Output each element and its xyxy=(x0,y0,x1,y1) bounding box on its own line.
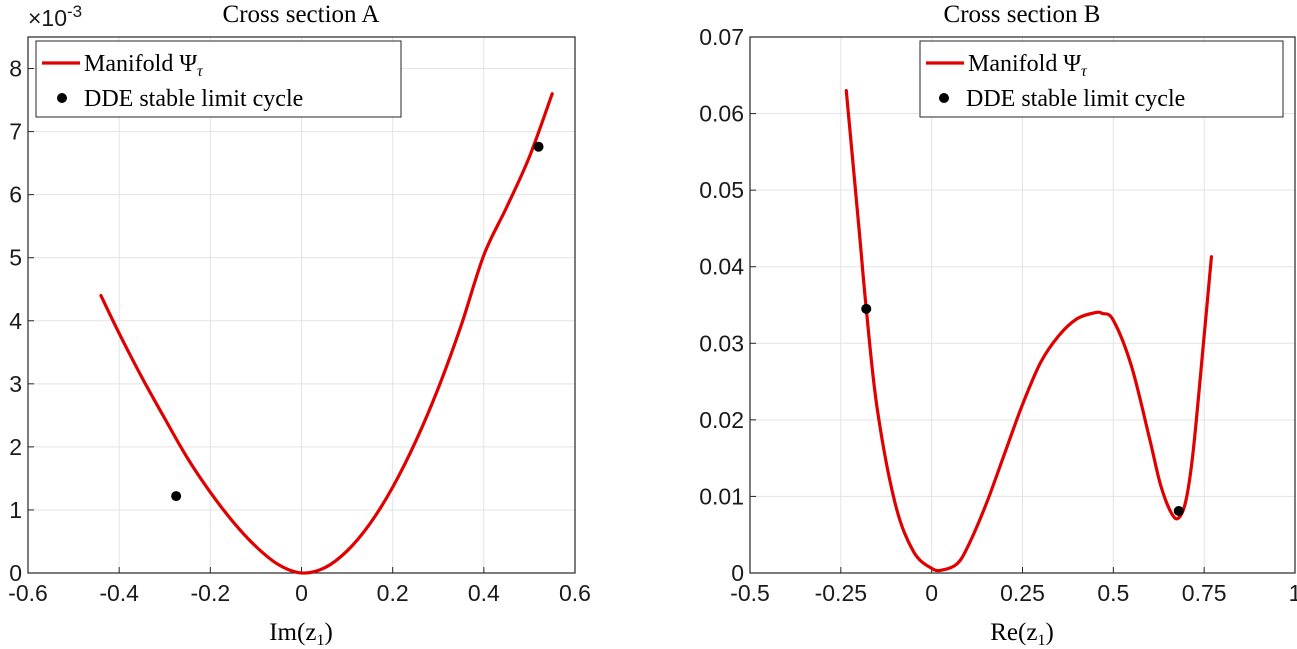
exponent-power: -3 xyxy=(67,2,82,21)
legend-box-a xyxy=(35,40,402,118)
manifold-curve-b xyxy=(844,89,1214,573)
y-tick-label: 7 xyxy=(9,119,22,145)
legend-a: Manifold Ψτ DDE stable limit cycle xyxy=(35,40,402,118)
exponent-label-a: ×10-3 xyxy=(28,2,82,31)
x-tick-label: 0 xyxy=(295,580,308,606)
y-tick-label: 5 xyxy=(9,245,22,271)
y-tick-label: 4 xyxy=(9,308,22,334)
chart-panel-b: -0.5 -0.25 0 0.25 0.5 0.75 1 0 0.01 0.02 0.03 0.04 0… xyxy=(699,1,1297,649)
y-tick-label: 0.05 xyxy=(699,177,744,203)
chart-panel-a: -0.6 -0.4 -0.2 0 0.2 0.4 0.6 0 1 2 3 4 5 6 7 8 Cross se… xyxy=(8,1,591,649)
x-tick-label: 0.2 xyxy=(377,580,409,606)
x-tick-label: -0.25 xyxy=(815,580,867,606)
x-tick-label: 0.75 xyxy=(1182,580,1227,606)
x-tick-label: 0.5 xyxy=(1097,580,1129,606)
x-tick-label: -0.6 xyxy=(8,580,48,606)
x-tick-label: 0 xyxy=(925,580,938,606)
chart-title-a: Cross section A xyxy=(223,1,380,28)
x-tick-label: 0.4 xyxy=(468,580,500,606)
y-tick-label: 0 xyxy=(731,560,744,586)
x-tick-label: -0.5 xyxy=(730,580,770,606)
y-tick-label: 3 xyxy=(9,371,22,397)
legend-label-manifold-a: Manifold Ψτ xyxy=(84,51,204,80)
series-b xyxy=(844,89,1214,573)
limit-cycle-point xyxy=(533,141,544,152)
legend-label-manifold-b: Manifold Ψτ xyxy=(968,51,1088,80)
manifold-curve-a xyxy=(99,92,554,575)
y-tick-label: 8 xyxy=(9,56,22,82)
y-tick-label: 0.06 xyxy=(699,101,744,127)
legend-label-limit-cycle-a: DDE stable limit cycle xyxy=(84,86,303,112)
x-tick-label: 1 xyxy=(1289,580,1297,606)
legend-dot-swatch-b xyxy=(939,93,949,103)
y-tick-label: 1 xyxy=(9,497,22,523)
y-tick-label: 6 xyxy=(9,182,22,208)
x-axis-label-a: Im(z1) xyxy=(269,619,333,649)
y-tick-label: 0.07 xyxy=(699,24,744,50)
x-tick-label: 0.6 xyxy=(559,580,591,606)
x-tick-label: 0.25 xyxy=(1000,580,1045,606)
x-tick-label: -0.2 xyxy=(191,580,231,606)
limit-cycle-point xyxy=(1173,505,1184,516)
legend-box-b xyxy=(919,40,1284,118)
ticks-a: -0.6 -0.4 -0.2 0 0.2 0.4 0.6 0 1 2 3 4 5 6 7 8 xyxy=(8,56,591,606)
chart-title-b: Cross section B xyxy=(944,1,1101,28)
y-tick-label: 0.02 xyxy=(699,407,744,433)
legend-label-limit-cycle-b: DDE stable limit cycle xyxy=(966,86,1185,112)
y-tick-label: 0 xyxy=(9,560,22,586)
limit-cycle-point xyxy=(171,491,182,502)
y-tick-label: 0.01 xyxy=(699,483,744,509)
svg-text:×10-3: ×10-3 xyxy=(28,2,82,31)
exponent-base: ×10 xyxy=(28,5,67,31)
x-tick-label: -0.4 xyxy=(99,580,139,606)
x-axis-label-b: Re(z1) xyxy=(990,619,1054,649)
y-tick-label: 2 xyxy=(9,434,22,460)
ticks-b: -0.5 -0.25 0 0.25 0.5 0.75 1 0 0.01 0.02 0.03 0.04 0… xyxy=(699,24,1297,606)
legend-b: Manifold Ψτ DDE stable limit cycle xyxy=(919,40,1284,118)
legend-dot-swatch-a xyxy=(57,93,67,103)
y-tick-label: 0.04 xyxy=(699,254,744,280)
y-tick-label: 0.03 xyxy=(699,330,744,356)
limit-cycle-point xyxy=(861,303,872,314)
series-a xyxy=(99,92,554,575)
